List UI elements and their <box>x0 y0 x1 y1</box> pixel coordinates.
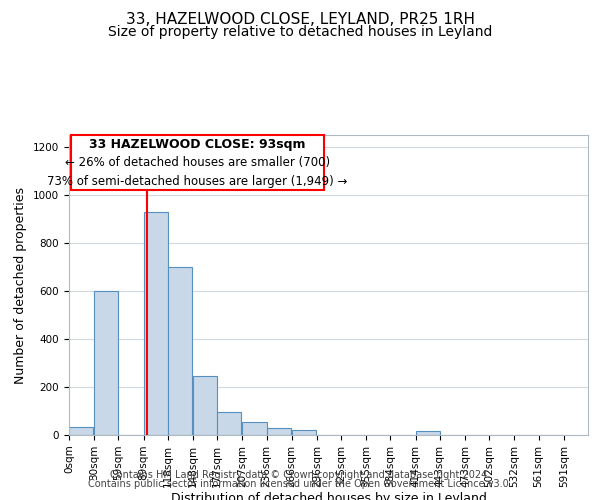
Bar <box>193 376 217 435</box>
FancyBboxPatch shape <box>71 135 325 190</box>
Bar <box>292 430 316 435</box>
Bar <box>217 412 241 435</box>
Text: 33, HAZELWOOD CLOSE, LEYLAND, PR25 1RH: 33, HAZELWOOD CLOSE, LEYLAND, PR25 1RH <box>125 12 475 28</box>
Text: ← 26% of detached houses are smaller (700): ← 26% of detached houses are smaller (70… <box>65 156 330 169</box>
Text: Contains public sector information licensed under the Open Government Licence v3: Contains public sector information licen… <box>88 479 512 489</box>
Bar <box>94 291 118 435</box>
Text: 73% of semi-detached houses are larger (1,949) →: 73% of semi-detached houses are larger (… <box>47 176 347 188</box>
Bar <box>168 267 192 435</box>
Bar <box>266 428 291 435</box>
Bar <box>416 432 440 435</box>
Bar <box>69 426 93 435</box>
Text: Contains HM Land Registry data © Crown copyright and database right 2024.: Contains HM Land Registry data © Crown c… <box>110 470 490 480</box>
Bar <box>143 212 168 435</box>
Text: 33 HAZELWOOD CLOSE: 93sqm: 33 HAZELWOOD CLOSE: 93sqm <box>89 138 306 151</box>
X-axis label: Distribution of detached houses by size in Leyland: Distribution of detached houses by size … <box>170 492 487 500</box>
Y-axis label: Number of detached properties: Number of detached properties <box>14 186 28 384</box>
Text: Size of property relative to detached houses in Leyland: Size of property relative to detached ho… <box>108 25 492 39</box>
Bar <box>242 422 266 435</box>
